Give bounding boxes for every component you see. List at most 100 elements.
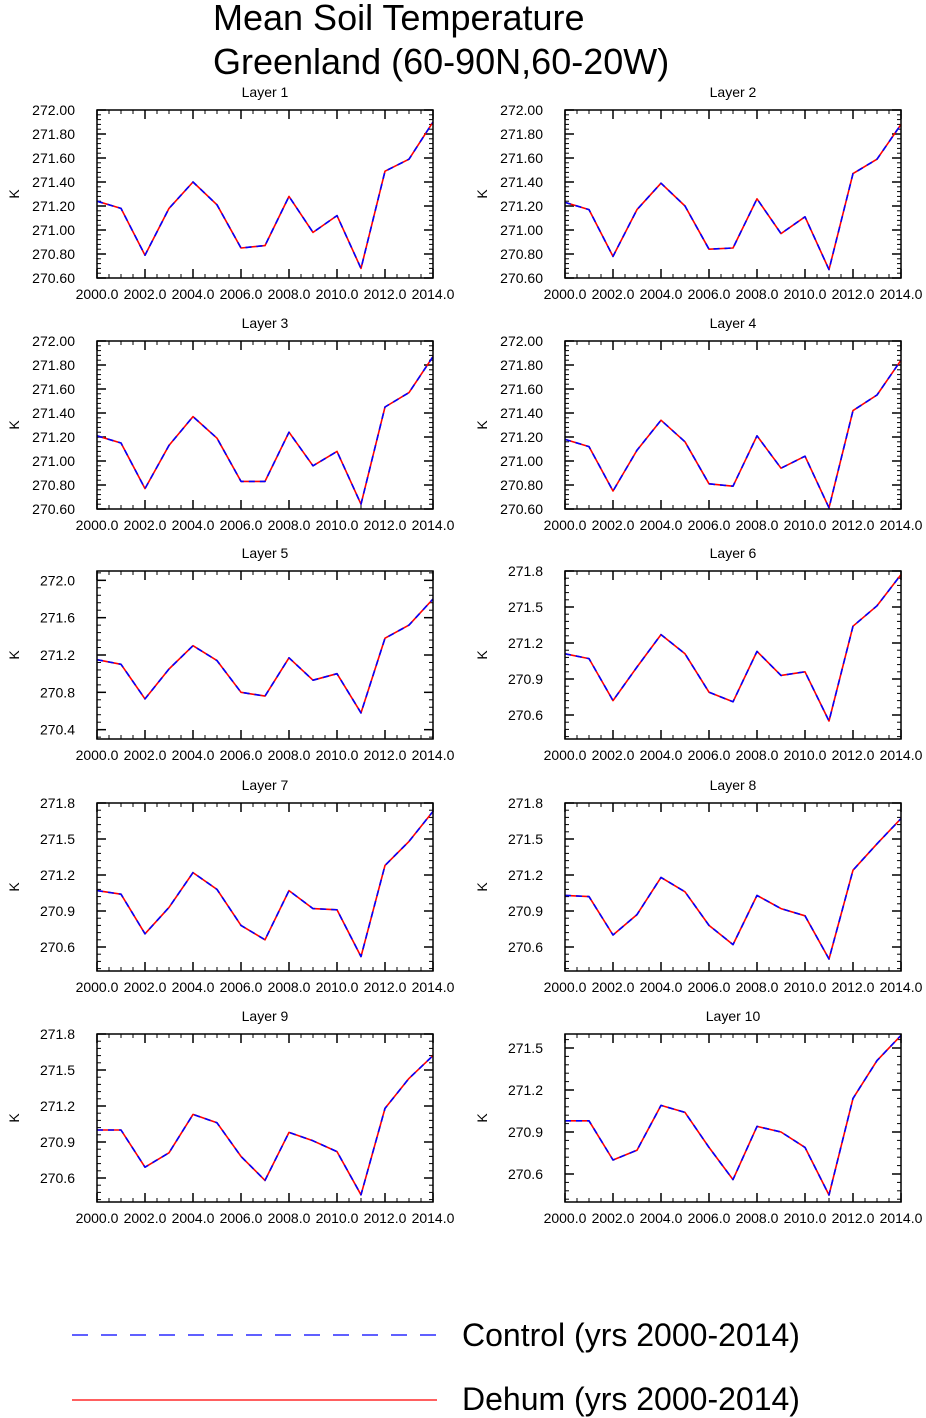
y-axis-label: K: [6, 882, 22, 892]
x-tick-label: 2008.0: [268, 286, 311, 302]
plot-frame: [96, 340, 434, 510]
y-axis-label: K: [474, 189, 490, 199]
x-tick-label: 2006.0: [688, 286, 731, 302]
y-tick-label: 270.60: [32, 270, 75, 286]
y-tick-label: 271.20: [500, 198, 543, 214]
plot-frame: [96, 570, 434, 740]
y-tick-label: 270.9: [508, 903, 543, 919]
y-tick-label: 271.60: [500, 381, 543, 397]
y-axis-label: K: [474, 650, 490, 660]
x-tick-label: 2004.0: [640, 286, 683, 302]
x-tick-label: 2000.0: [544, 1210, 587, 1226]
y-axis-label: K: [6, 420, 22, 430]
control-series-line: [565, 1034, 902, 1196]
x-tick-label: 2000.0: [544, 286, 587, 302]
x-tick-label: 2014.0: [412, 979, 455, 995]
control-series-line: [564, 359, 902, 509]
y-tick-label: 271.6: [40, 610, 75, 626]
legend: Control (yrs 2000-2014) Dehum (yrs 2000-…: [72, 1317, 800, 1417]
y-tick-label: 270.80: [32, 246, 75, 262]
x-tick-label: 2002.0: [124, 1210, 167, 1226]
y-tick-label: 271.20: [32, 429, 75, 445]
plot-frame: [564, 1033, 902, 1203]
y-tick-label: 270.60: [500, 270, 543, 286]
y-tick-label: 270.4: [40, 722, 75, 738]
x-tick-label: 2014.0: [880, 979, 923, 995]
x-tick-label: 2014.0: [880, 517, 923, 533]
y-tick-label: 271.60: [32, 150, 75, 166]
plot-frame: [564, 802, 902, 972]
y-tick-label: 271.00: [32, 222, 75, 238]
plot-frame: [96, 1033, 434, 1203]
x-tick-label: 2004.0: [640, 517, 683, 533]
y-tick-label: 271.00: [32, 453, 75, 469]
x-tick-label: 2000.0: [76, 517, 119, 533]
y-tick-label: 272.00: [32, 102, 75, 118]
x-tick-label: 2008.0: [736, 1210, 779, 1226]
dehum-series-line: [564, 818, 902, 960]
control-series-line: [564, 818, 902, 960]
y-tick-label: 271.80: [32, 126, 75, 142]
legend-dehum-label: Dehum (yrs 2000-2014): [462, 1381, 800, 1417]
plot-frame: [564, 340, 902, 510]
y-tick-label: 271.8: [40, 1026, 75, 1042]
y-axis-label: K: [6, 189, 22, 199]
chart-panel-3: Layer 3 K 2000.0 2002.0 2004.0 2006.0 2008.0 20…: [6, 315, 455, 533]
y-tick-label: 271.2: [508, 635, 543, 651]
x-tick-label: 2012.0: [832, 286, 875, 302]
chart-panel-2: Layer 2 K 2000.0 2002.0 2004.0 2006.0 2008.0 20…: [474, 84, 923, 302]
panel-title: Layer 2: [710, 84, 757, 100]
dehum-series-line: [565, 1034, 902, 1196]
y-axis-label: K: [6, 1113, 22, 1123]
plot-frame: [564, 109, 902, 279]
y-tick-label: 271.8: [508, 795, 543, 811]
y-tick-label: 271.60: [32, 381, 75, 397]
x-tick-label: 2010.0: [316, 747, 359, 763]
y-tick-label: 271.5: [508, 1040, 543, 1056]
chart-panel-5: Layer 5 K 2000.0 2002.0 2004.0 2006.0 2008.0 20…: [6, 545, 455, 763]
panel-title: Layer 7: [242, 777, 289, 793]
figure-title-line-2: Greenland (60-90N,60-20W): [213, 41, 669, 82]
y-axis-label: K: [474, 882, 490, 892]
y-tick-label: 271.2: [40, 1098, 75, 1114]
plot-frame: [96, 109, 434, 279]
y-tick-label: 270.6: [508, 1166, 543, 1182]
y-tick-label: 271.00: [500, 222, 543, 238]
x-tick-label: 2014.0: [412, 286, 455, 302]
y-tick-label: 272.00: [500, 102, 543, 118]
x-tick-label: 2008.0: [736, 747, 779, 763]
x-tick-label: 2004.0: [640, 979, 683, 995]
x-tick-label: 2008.0: [736, 517, 779, 533]
x-tick-label: 2006.0: [688, 979, 731, 995]
control-series-line: [564, 574, 902, 722]
x-tick-label: 2004.0: [640, 747, 683, 763]
y-axis-label: K: [474, 1113, 490, 1123]
y-tick-label: 271.00: [500, 453, 543, 469]
x-tick-label: 2014.0: [880, 286, 923, 302]
control-series-line: [96, 810, 434, 958]
x-tick-label: 2000.0: [76, 979, 119, 995]
x-tick-label: 2012.0: [832, 979, 875, 995]
plot-frame: [564, 570, 902, 740]
x-tick-label: 2002.0: [592, 979, 635, 995]
x-tick-label: 2010.0: [784, 517, 827, 533]
x-tick-label: 2008.0: [736, 286, 779, 302]
chart-panel-10: Layer 10 K 2000.0 2002.0 2004.0 2006.0 2008.0 2…: [474, 1008, 923, 1226]
x-tick-label: 2014.0: [880, 1210, 923, 1226]
x-tick-label: 2014.0: [412, 1210, 455, 1226]
x-tick-label: 2000.0: [544, 747, 587, 763]
x-tick-label: 2014.0: [880, 747, 923, 763]
x-tick-label: 2004.0: [172, 747, 215, 763]
y-tick-label: 271.2: [508, 867, 543, 883]
y-tick-label: 271.40: [500, 405, 543, 421]
chart-panel-9: Layer 9 K 2000.0 2002.0 2004.0 2006.0 2008.0 20…: [6, 1008, 455, 1226]
x-tick-label: 2006.0: [220, 286, 263, 302]
legend-control-label: Control (yrs 2000-2014): [462, 1317, 800, 1353]
y-tick-label: 270.80: [500, 246, 543, 262]
y-tick-label: 270.6: [40, 939, 75, 955]
y-tick-label: 271.80: [500, 126, 543, 142]
y-tick-label: 272.00: [500, 333, 543, 349]
x-tick-label: 2006.0: [688, 1210, 731, 1226]
x-tick-label: 2004.0: [172, 517, 215, 533]
